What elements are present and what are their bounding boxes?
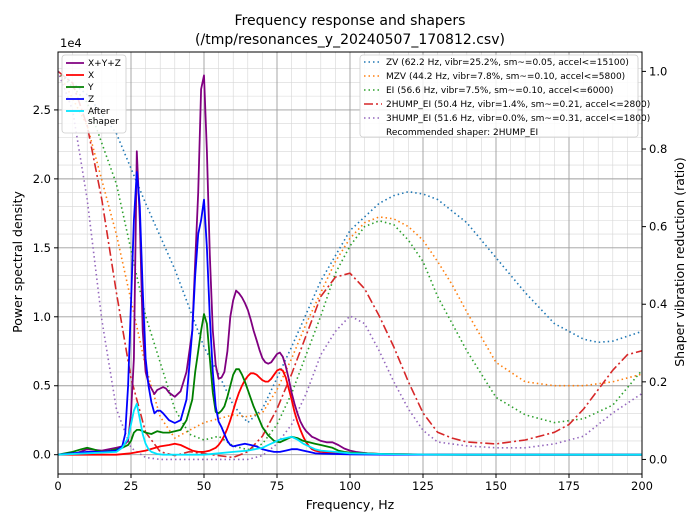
x-axis-label: Frequency, Hz	[306, 497, 395, 512]
x-tick-label: 150	[485, 479, 507, 493]
legend-left-entry: Z	[88, 95, 94, 105]
x-tick-label: 200	[631, 479, 653, 493]
series-layer	[58, 70, 642, 461]
y2-axis-label: Shaper vibration reduction (ratio)	[672, 157, 687, 367]
y-tick-label: 0.5	[33, 379, 51, 393]
shaper-line-2	[58, 70, 642, 451]
x-tick-label: 75	[270, 479, 285, 493]
x-tick-label: 25	[124, 479, 139, 493]
y-tick-label: 1.0	[33, 310, 51, 324]
y-tick-label: 0.0	[33, 448, 51, 462]
shaper-line-1	[58, 71, 642, 439]
y2-tick-label: 1.0	[649, 64, 667, 78]
legend-right-entry: 3HUMP_EI (51.6 Hz, vibr=0.0%, sm~=0.31, …	[386, 114, 650, 124]
legend-left-entry: shaper	[88, 117, 119, 127]
y2-tick-label: 0.4	[649, 297, 667, 311]
y2-tick-label: 0.0	[649, 452, 667, 466]
legend-right: ZV (62.2 Hz, vibr=25.2%, sm~=0.05, accel…	[359, 54, 650, 138]
psd-line-3	[58, 171, 642, 456]
x-tick-label: 125	[412, 479, 434, 493]
y2-tick-label: 0.2	[649, 375, 667, 389]
x-tick-label: 100	[339, 479, 361, 493]
chart-subtitle: (/tmp/resonances_y_20240507_170812.csv)	[195, 32, 505, 48]
y-scale-label: 1e4	[60, 36, 82, 50]
legend-left-entry: X	[88, 71, 94, 81]
recommended-shaper-note: Recommended shaper: 2HUMP_EI	[386, 128, 538, 138]
y-tick-label: 1.5	[33, 241, 51, 255]
legend-right-entry: EI (56.6 Hz, vibr=7.5%, sm~=0.10, accel<…	[386, 86, 613, 96]
legend-left-entry: X+Y+Z	[88, 59, 121, 69]
x-tick-label: 50	[197, 479, 212, 493]
y-tick-label: 2.5	[33, 103, 51, 117]
y2-tick-label: 0.8	[649, 142, 667, 156]
y-tick-label: 2.0	[33, 172, 51, 186]
plot-area: 0 25 50 75 100 125 150 175 200 0.0 0.5 1.0 1.5 2.0 2.5…	[33, 51, 667, 493]
shaper-line-3	[58, 70, 642, 459]
legend-right-entry: MZV (44.2 Hz, vibr=7.8%, sm~=0.10, accel…	[386, 72, 625, 82]
y2-tick-label: 0.6	[649, 220, 667, 234]
x-tick-label: 0	[54, 479, 61, 493]
x-tick-label: 175	[558, 479, 580, 493]
psd-line-4	[58, 402, 642, 456]
legend-left-entry: Y	[87, 83, 94, 93]
legend-left-entry: After	[88, 107, 110, 117]
legend-right-box	[359, 54, 639, 138]
shaper-line-0	[58, 70, 642, 424]
legend-right-entry: ZV (62.2 Hz, vibr=25.2%, sm~=0.05, accel…	[386, 58, 629, 68]
y-axis-label: Power spectral density	[10, 191, 25, 333]
legend-right-entry: 2HUMP_EI (50.4 Hz, vibr=1.4%, sm~=0.21, …	[386, 100, 650, 110]
chart-title: Frequency response and shapers	[235, 13, 466, 29]
